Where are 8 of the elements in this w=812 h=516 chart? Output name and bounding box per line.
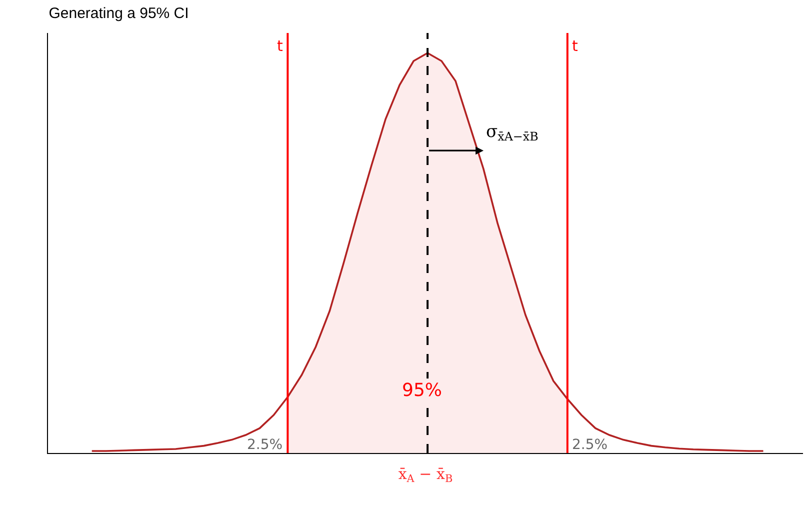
annotation: 95%: [402, 380, 442, 401]
chart-title: Generating a 95% CI: [48, 5, 189, 22]
annotation: 2.5%: [247, 437, 283, 453]
annotation: t: [277, 37, 283, 55]
annotation: σ$_{x̄A−x̄B}$: [486, 122, 539, 144]
annotation: 2.5%: [572, 437, 608, 453]
annotation: t: [572, 37, 578, 55]
x-axis-title: x̄$_{A}$ − x̄$_{B}$: [398, 465, 453, 486]
